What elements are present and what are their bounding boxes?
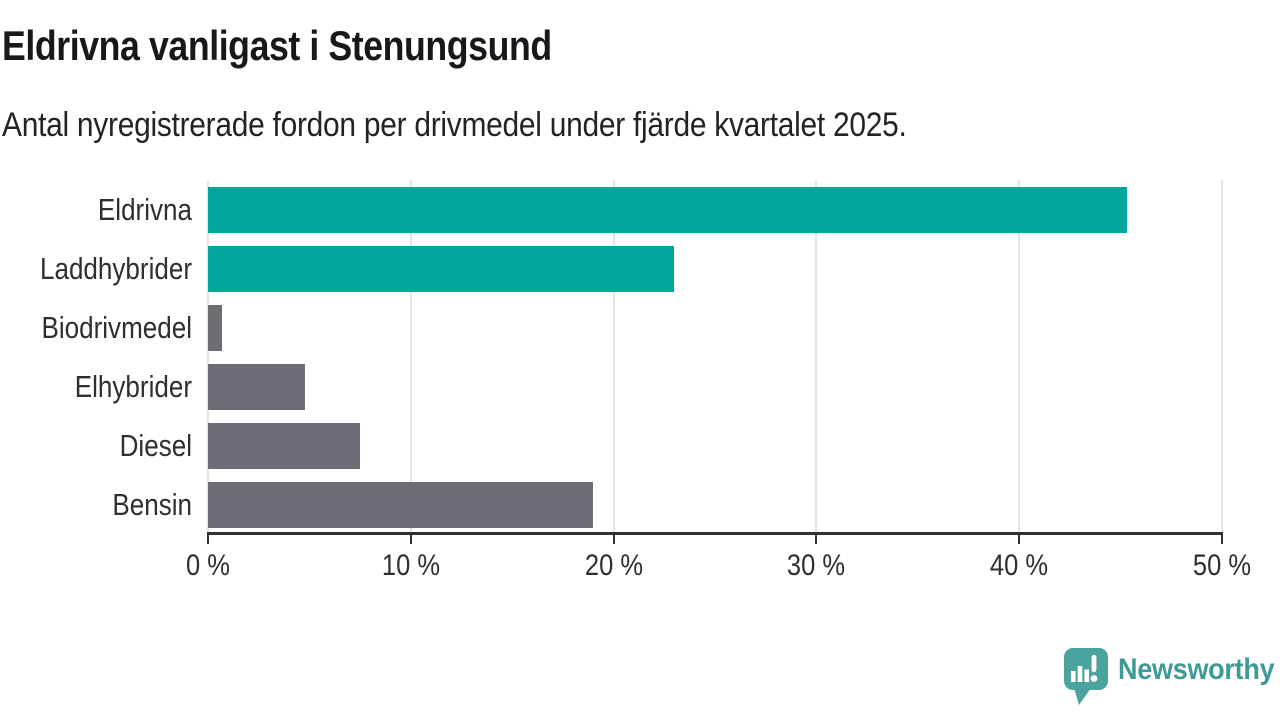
tick-label-0: 0 % [186, 549, 230, 582]
x-axis-line [207, 532, 1223, 535]
tick-label-50: 50 % [1192, 549, 1252, 582]
bar-bensin [208, 482, 594, 528]
gridline-0 [207, 180, 209, 532]
tick-30 [815, 535, 818, 544]
category-label-laddhybrider: Laddhybrider [39, 251, 192, 286]
brand-logo: Newsworthy [1064, 648, 1280, 710]
category-label-diesel: Diesel [119, 428, 192, 463]
gridline-20 [612, 180, 615, 532]
category-label-eldrivna: Eldrivna [97, 192, 192, 227]
tick-50 [1221, 535, 1223, 544]
bar-diesel [208, 423, 361, 469]
tick-10 [409, 535, 412, 544]
gridline-30 [815, 180, 818, 532]
bar-biodrivmedel [208, 305, 223, 351]
gridline-10 [409, 180, 412, 532]
plot-area: 0 % 10 % 20 % 30 % 40 % 50 % [186, 180, 1251, 582]
gridline-40 [1018, 180, 1021, 532]
newsworthy-icon [1064, 648, 1108, 705]
chart-title: Eldrivna vanligast i Stenungsund [2, 22, 552, 69]
tick-label-10: 10 % [381, 549, 440, 582]
brand-name: Newsworthy [1118, 653, 1275, 686]
tick-20 [612, 535, 615, 544]
bar-laddhybrider [208, 246, 675, 292]
tick-label-20: 20 % [584, 549, 643, 582]
gridline-50 [1221, 180, 1223, 532]
category-label-bensin: Bensin [112, 487, 192, 522]
tick-0 [207, 535, 209, 544]
category-label-elhybrider: Elhybrider [74, 369, 192, 404]
tick-label-40: 40 % [990, 549, 1049, 582]
chart-subtitle: Antal nyregistrerade fordon per drivmede… [2, 106, 907, 144]
tick-label-30: 30 % [787, 549, 846, 582]
tick-40 [1018, 535, 1021, 544]
y-axis-labels: Eldrivna Laddhybrider Biodrivmedel Elhybrid… [0, 180, 192, 532]
category-label-biodrivmedel: Biodrivmedel [41, 310, 192, 345]
bar-elhybrider [208, 364, 306, 410]
bar-eldrivna [208, 187, 1127, 233]
